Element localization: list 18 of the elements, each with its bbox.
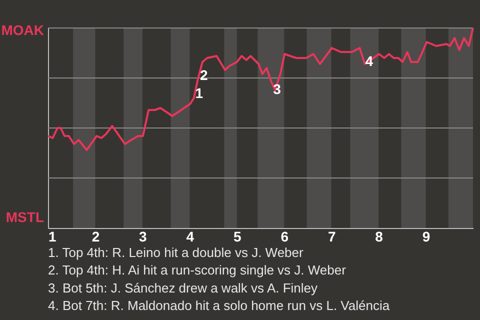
x-tick-label: 8 xyxy=(375,228,384,244)
text: 1. Top 4th: R. Leino hit a double vs J. Weber xyxy=(48,245,304,260)
x-tick-label: 2 xyxy=(92,228,100,244)
x-tick-label: 4 xyxy=(186,228,194,244)
text: MOAK xyxy=(1,22,44,38)
annotation: 1 xyxy=(195,85,204,101)
x-tick-label: 1 xyxy=(48,228,56,244)
annotation: 3 xyxy=(273,81,282,97)
x-tick-label: 3 xyxy=(139,228,148,244)
x-tick-label: 5 xyxy=(233,228,242,244)
text: 2. Top 4th: H. Ai hit a run-scoring single vs J. Weber xyxy=(48,262,347,278)
text: 4. Bot 7th: R. Maldonado hit a solo home run vs L. Valéncia xyxy=(48,298,390,314)
text: MSTL xyxy=(6,209,44,225)
x-tick-label: 9 xyxy=(422,228,430,244)
text: 3. Bot 5th: J. Sánchez drew a walk vs A. Finley xyxy=(48,280,318,296)
annotation: 2 xyxy=(200,67,208,83)
x-tick-label: 7 xyxy=(328,228,336,244)
x-tick-label: 6 xyxy=(280,228,289,244)
